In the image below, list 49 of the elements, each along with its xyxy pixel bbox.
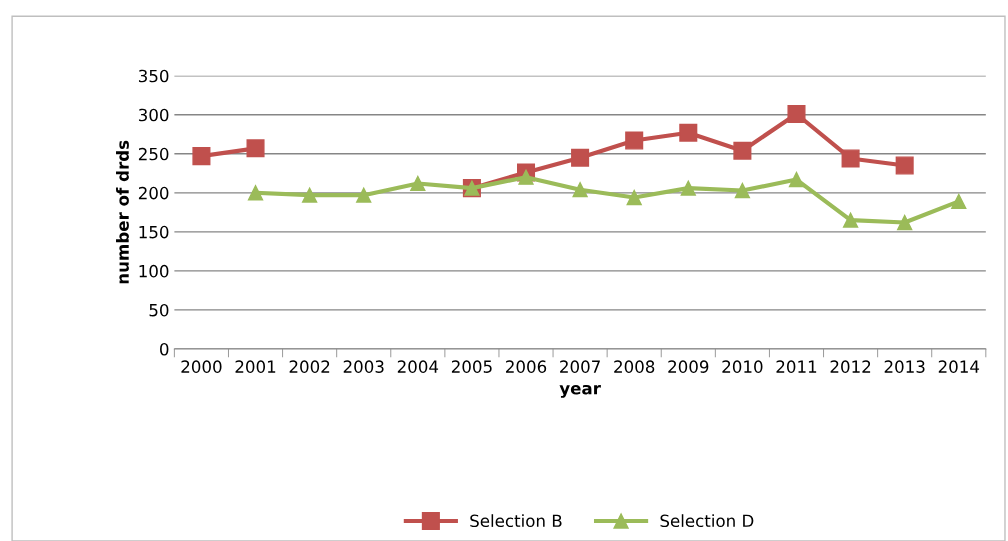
y-tick-label: 100 bbox=[139, 264, 169, 278]
point bbox=[518, 169, 534, 185]
y-tick-label: 0 bbox=[160, 342, 169, 356]
point bbox=[192, 147, 211, 166]
y-axis-title: number of drds bbox=[116, 140, 129, 284]
y-tick-label: 350 bbox=[138, 69, 169, 83]
x-tick-label: 2004 bbox=[397, 360, 439, 373]
point bbox=[680, 180, 696, 196]
x-tick-label: 2008 bbox=[614, 360, 655, 373]
x-axis-title: year bbox=[559, 384, 601, 398]
y-tick-label: 250 bbox=[138, 147, 169, 161]
x-tick-label: 2003 bbox=[343, 360, 384, 373]
point bbox=[951, 193, 967, 210]
x-tick-label: 2000 bbox=[181, 360, 222, 373]
x-tick-label: 2007 bbox=[560, 360, 600, 373]
y-tick-label: 300 bbox=[138, 108, 169, 122]
y-tick-label: 50 bbox=[149, 303, 169, 317]
point bbox=[841, 149, 860, 168]
point bbox=[895, 156, 914, 175]
point bbox=[246, 139, 265, 158]
x-tick-label: 2014 bbox=[938, 360, 980, 373]
point bbox=[571, 148, 590, 167]
point bbox=[734, 182, 751, 199]
y-tick-label: 150 bbox=[139, 225, 169, 239]
point bbox=[842, 212, 859, 228]
x-tick-label: 2011 bbox=[776, 360, 817, 373]
legend-label: Selection D bbox=[660, 514, 754, 528]
point bbox=[626, 189, 642, 206]
point bbox=[625, 131, 644, 150]
point bbox=[788, 171, 805, 188]
point bbox=[247, 185, 264, 201]
x-tick-label: 2001 bbox=[235, 360, 276, 373]
x-tick-label: 2009 bbox=[668, 360, 709, 373]
x-tick-label: 2005 bbox=[451, 360, 492, 373]
point bbox=[679, 123, 698, 142]
x-tick-label: 2006 bbox=[506, 360, 547, 373]
x-tick-label: 2002 bbox=[289, 360, 330, 373]
point bbox=[356, 187, 372, 203]
x-tick-label: 2010 bbox=[722, 360, 763, 373]
point bbox=[572, 182, 588, 198]
x-tick-label: 2013 bbox=[884, 360, 925, 373]
x-tick-label: 2012 bbox=[830, 360, 871, 373]
point bbox=[787, 104, 806, 124]
point bbox=[897, 214, 913, 231]
point bbox=[733, 141, 752, 160]
point bbox=[410, 175, 426, 192]
y-tick-label: 200 bbox=[138, 186, 169, 200]
legend-label: Selection B bbox=[470, 514, 562, 528]
point bbox=[301, 187, 318, 203]
